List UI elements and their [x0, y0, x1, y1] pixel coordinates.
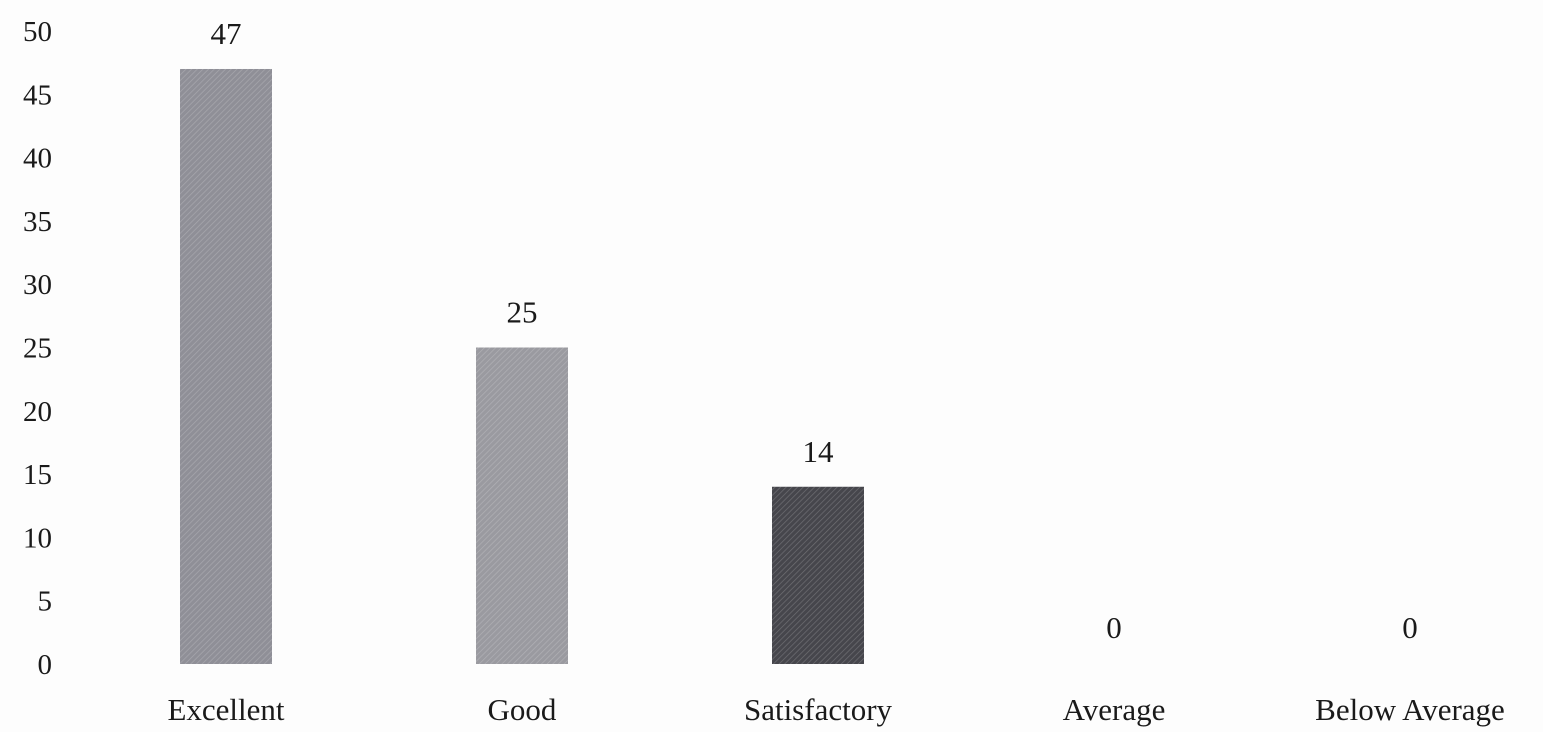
bar-texture: [476, 347, 568, 664]
y-tick-label: 15: [23, 459, 52, 491]
x-category-label: Below Average: [1315, 692, 1505, 727]
y-tick-label: 10: [23, 522, 52, 554]
data-label: 47: [211, 16, 242, 51]
y-tick-label: 50: [23, 16, 52, 48]
category-labels-group: Excellent Good Satisfactory Average Below Av…: [167, 692, 1504, 727]
y-axis-ticks: 0 5 10 15 20 25 30 35 40 45 50: [23, 16, 52, 681]
y-tick-label: 35: [23, 206, 52, 238]
y-tick-label: 25: [23, 333, 52, 365]
y-tick-label: 5: [38, 586, 53, 618]
data-label: 0: [1106, 610, 1122, 645]
x-category-label: Good: [488, 692, 557, 727]
y-tick-label: 45: [23, 79, 52, 111]
y-tick-label: 20: [23, 396, 52, 428]
data-label: 25: [507, 295, 538, 330]
bar-texture: [180, 68, 272, 665]
data-label: 14: [803, 434, 835, 469]
bar-texture: [772, 486, 864, 664]
x-category-label: Satisfactory: [744, 692, 893, 727]
y-tick-label: 30: [23, 269, 52, 301]
data-labels-group: 47 25 14 0 0: [211, 16, 1418, 645]
x-category-label: Average: [1063, 692, 1166, 727]
data-label: 0: [1402, 610, 1418, 645]
bars-group: [180, 68, 864, 665]
y-tick-label: 40: [23, 143, 52, 175]
x-category-label: Excellent: [167, 692, 284, 727]
y-tick-label: 0: [38, 649, 53, 681]
